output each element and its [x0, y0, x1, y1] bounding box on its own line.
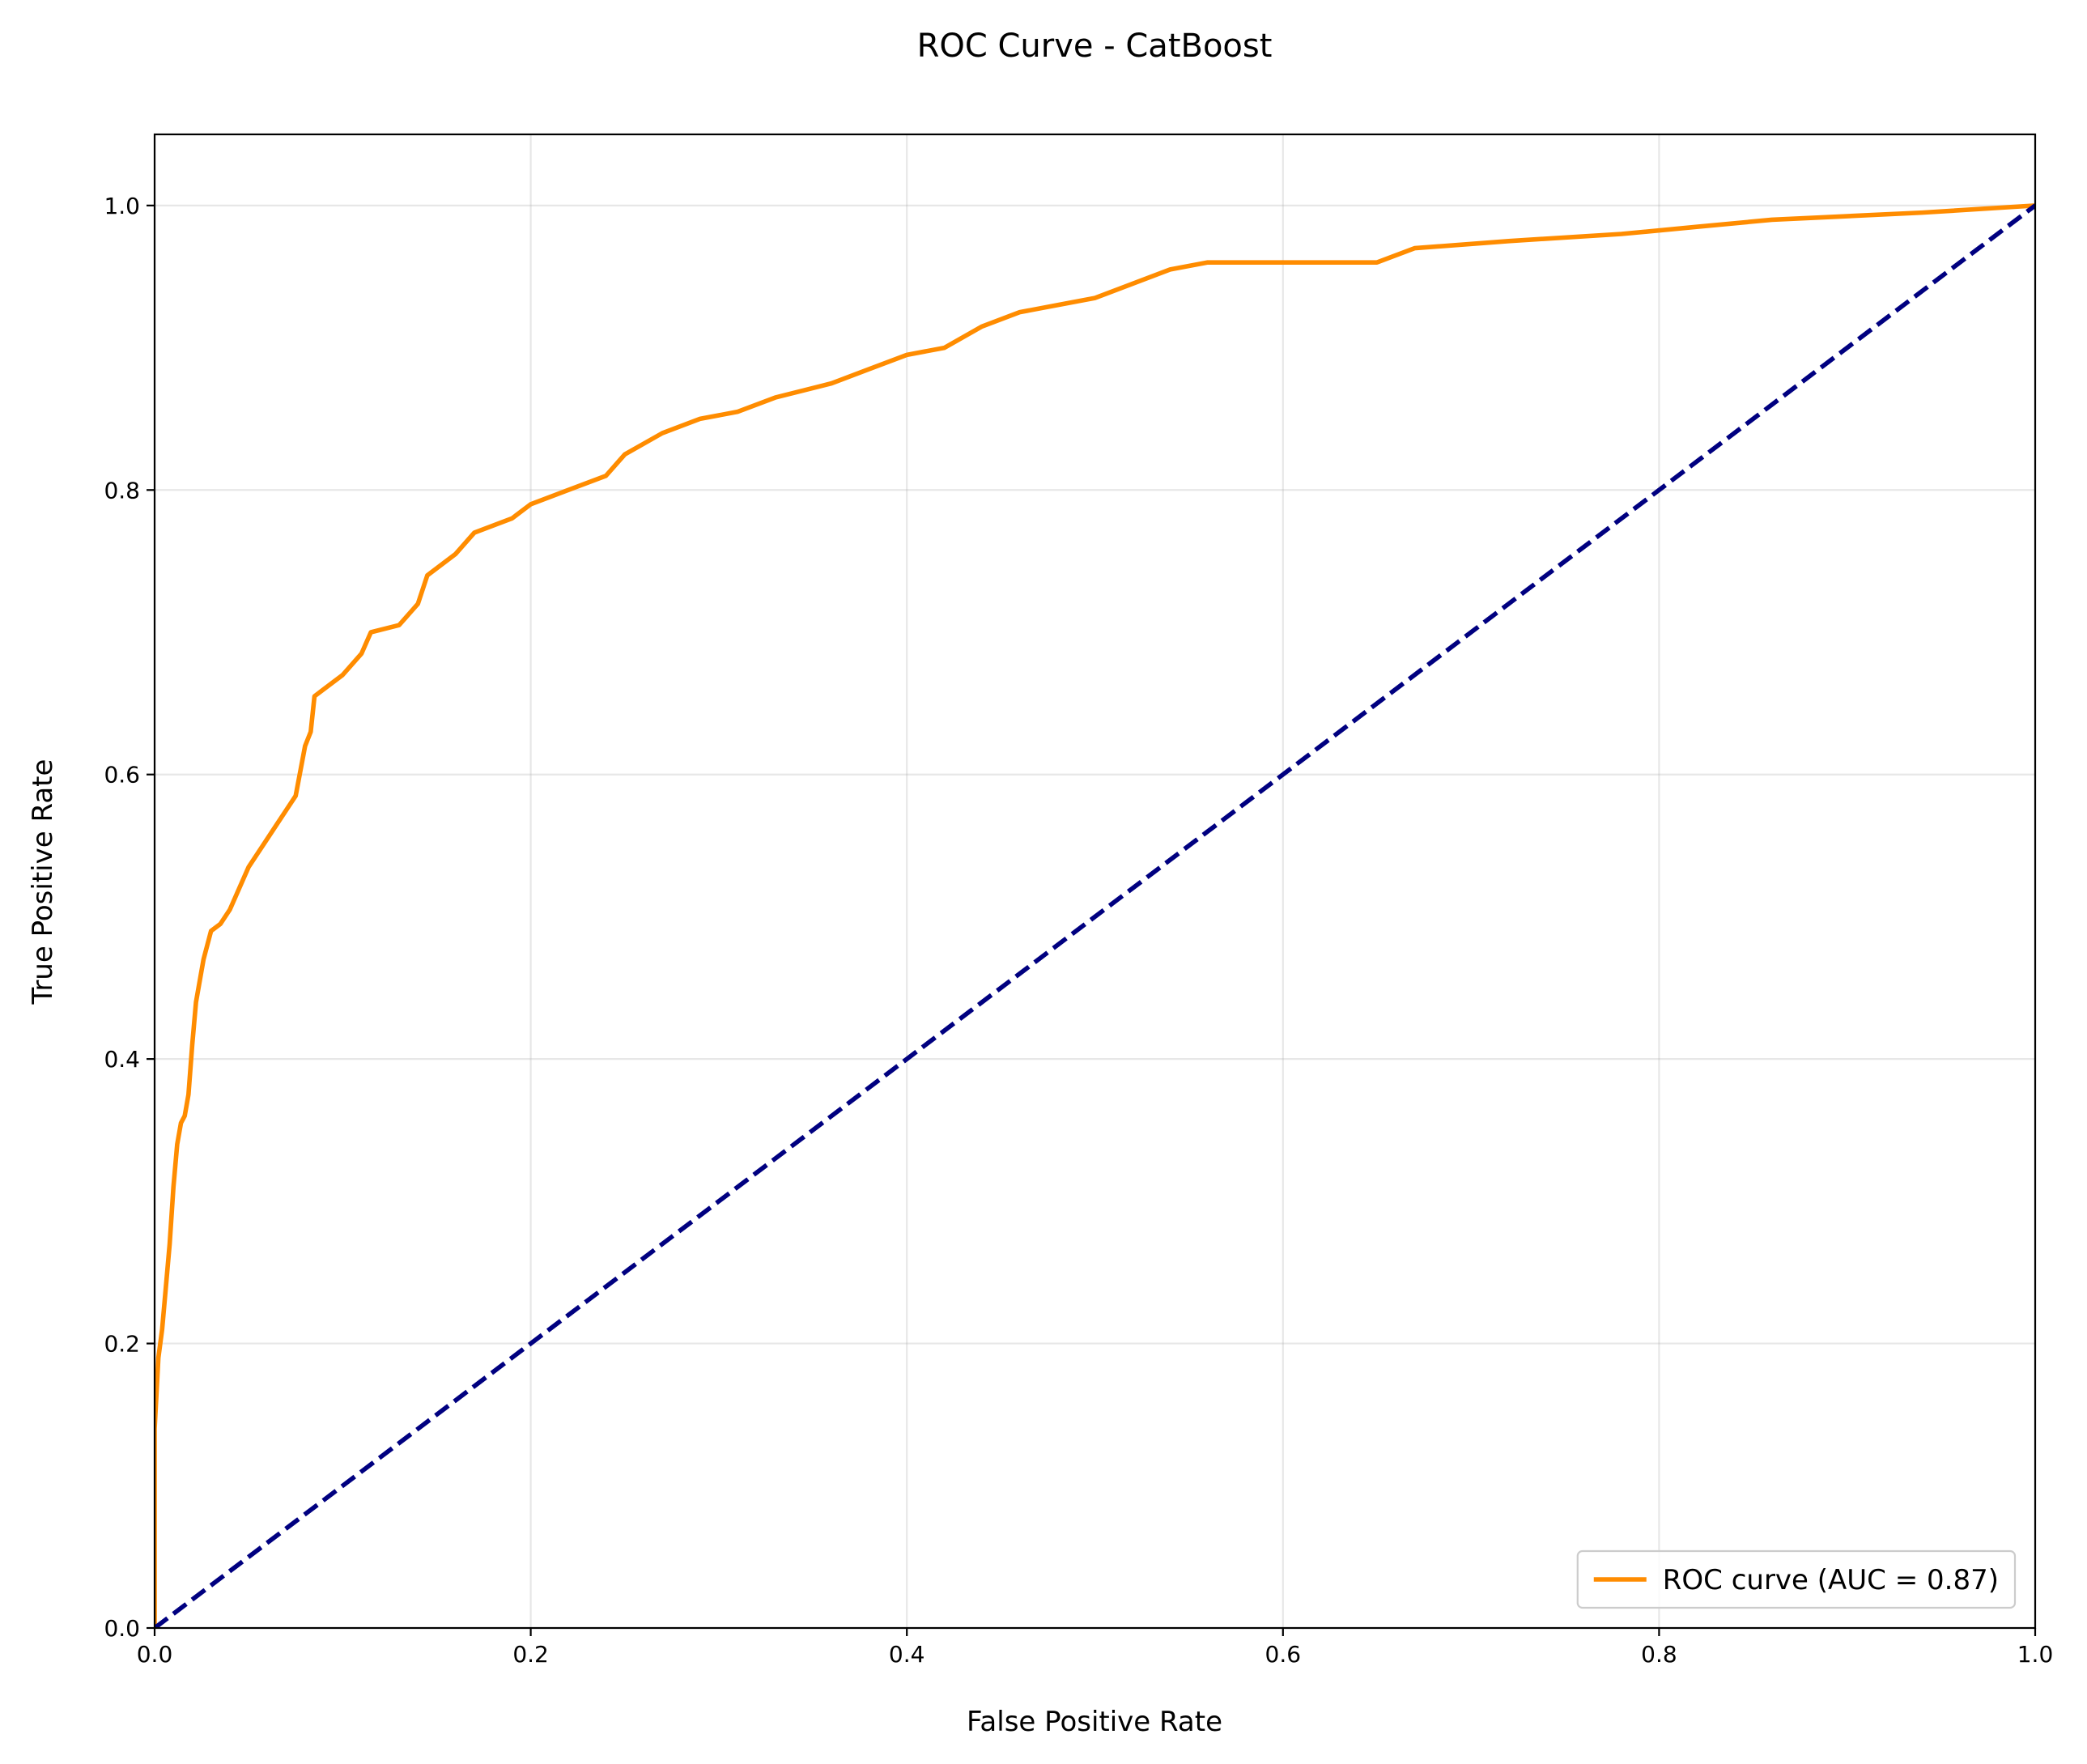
diagonal-line	[155, 203, 2035, 1628]
legend-box	[1576, 1549, 2017, 1609]
plot-frame	[153, 133, 2037, 1630]
y-tick-label: 0.4	[104, 1046, 140, 1073]
legend: ROC curve (AUC = 0.87)	[1576, 1549, 2017, 1609]
chart-title: ROC Curve - CatBoost	[917, 28, 1273, 65]
x-tick-label: 0.6	[1265, 1641, 1302, 1668]
x-tick-label: 0.2	[512, 1641, 549, 1668]
y-tick-label: 0.8	[104, 477, 140, 504]
x-tick-label: 0.8	[1641, 1641, 1677, 1668]
y-tick-label: 0.6	[104, 762, 140, 788]
x-tick-label: 0.4	[889, 1641, 925, 1668]
y-tick-label: 0.2	[104, 1331, 140, 1358]
x-tick-label: 0.0	[137, 1641, 173, 1668]
x-axis-label: False Positive Rate	[967, 1706, 1222, 1738]
y-axis-label: True Positive Rate	[27, 759, 59, 1005]
legend-label: ROC curve (AUC = 0.87)	[1663, 1564, 1999, 1596]
x-tick-label: 1.0	[2017, 1641, 2054, 1668]
roc-line	[155, 203, 2035, 1628]
y-tick-label: 1.0	[104, 193, 140, 219]
y-tick-label: 0.0	[104, 1615, 140, 1642]
